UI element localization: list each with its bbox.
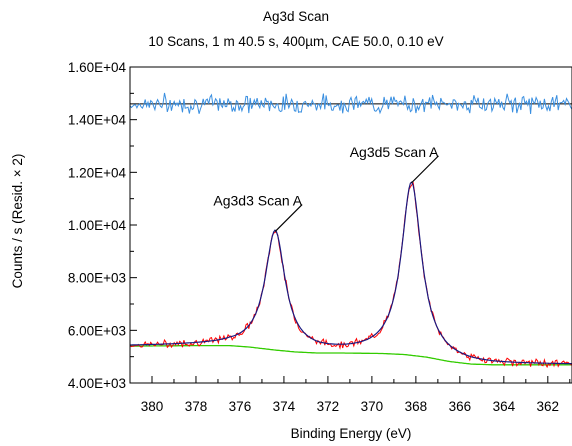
ticks-layer: 4.00E+03 6.00E+03 8.00E+03 1.00E+04 1.20E+04… <box>68 60 571 414</box>
background-line <box>130 344 572 366</box>
peak-annotation-label: Ag3d3 Scan A <box>213 193 302 209</box>
x-tick-label: 376 <box>229 399 252 414</box>
y-tick-label: 4.00E+03 <box>68 376 126 391</box>
series-layer <box>129 92 572 369</box>
y-tick-label: 8.00E+03 <box>68 271 126 286</box>
residual-line <box>129 92 572 115</box>
y-tick-label: 1.00E+04 <box>68 218 127 233</box>
plot-frame <box>129 66 572 384</box>
y-tick-label: 1.20E+04 <box>68 165 127 180</box>
y-axis-label: Counts / s (Resid. × 2) <box>10 154 25 289</box>
x-tick-label: 362 <box>537 399 560 414</box>
y-tick-label: 1.60E+04 <box>68 60 127 75</box>
chart-subtitle: 10 Scans, 1 m 40.5 s, 400µm, CAE 50.0, 0… <box>148 34 443 49</box>
x-tick-label: 366 <box>449 399 472 414</box>
x-tick-label: 378 <box>185 399 208 414</box>
y-tick-label: 1.40E+04 <box>68 113 127 128</box>
x-tick-label: 372 <box>317 399 340 414</box>
annotation-layer: Ag3d3 Scan A Ag3d5 Scan A <box>213 144 439 233</box>
chart-title: Ag3d Scan <box>263 9 329 24</box>
y-tick-label: 6.00E+03 <box>68 323 126 338</box>
x-tick-label: 370 <box>361 399 384 414</box>
x-tick-label: 380 <box>141 399 164 414</box>
peak-annotation-leader <box>411 155 439 184</box>
x-axis-label: Binding Energy (eV) <box>291 426 412 441</box>
peak-annotation-leader <box>274 204 303 233</box>
envelope-line <box>130 181 572 365</box>
x-tick-label: 364 <box>493 399 516 414</box>
peak-annotation-label: Ag3d5 Scan A <box>350 144 439 160</box>
data-line <box>129 181 572 369</box>
x-tick-label: 368 <box>405 399 428 414</box>
x-tick-label: 374 <box>273 399 296 414</box>
